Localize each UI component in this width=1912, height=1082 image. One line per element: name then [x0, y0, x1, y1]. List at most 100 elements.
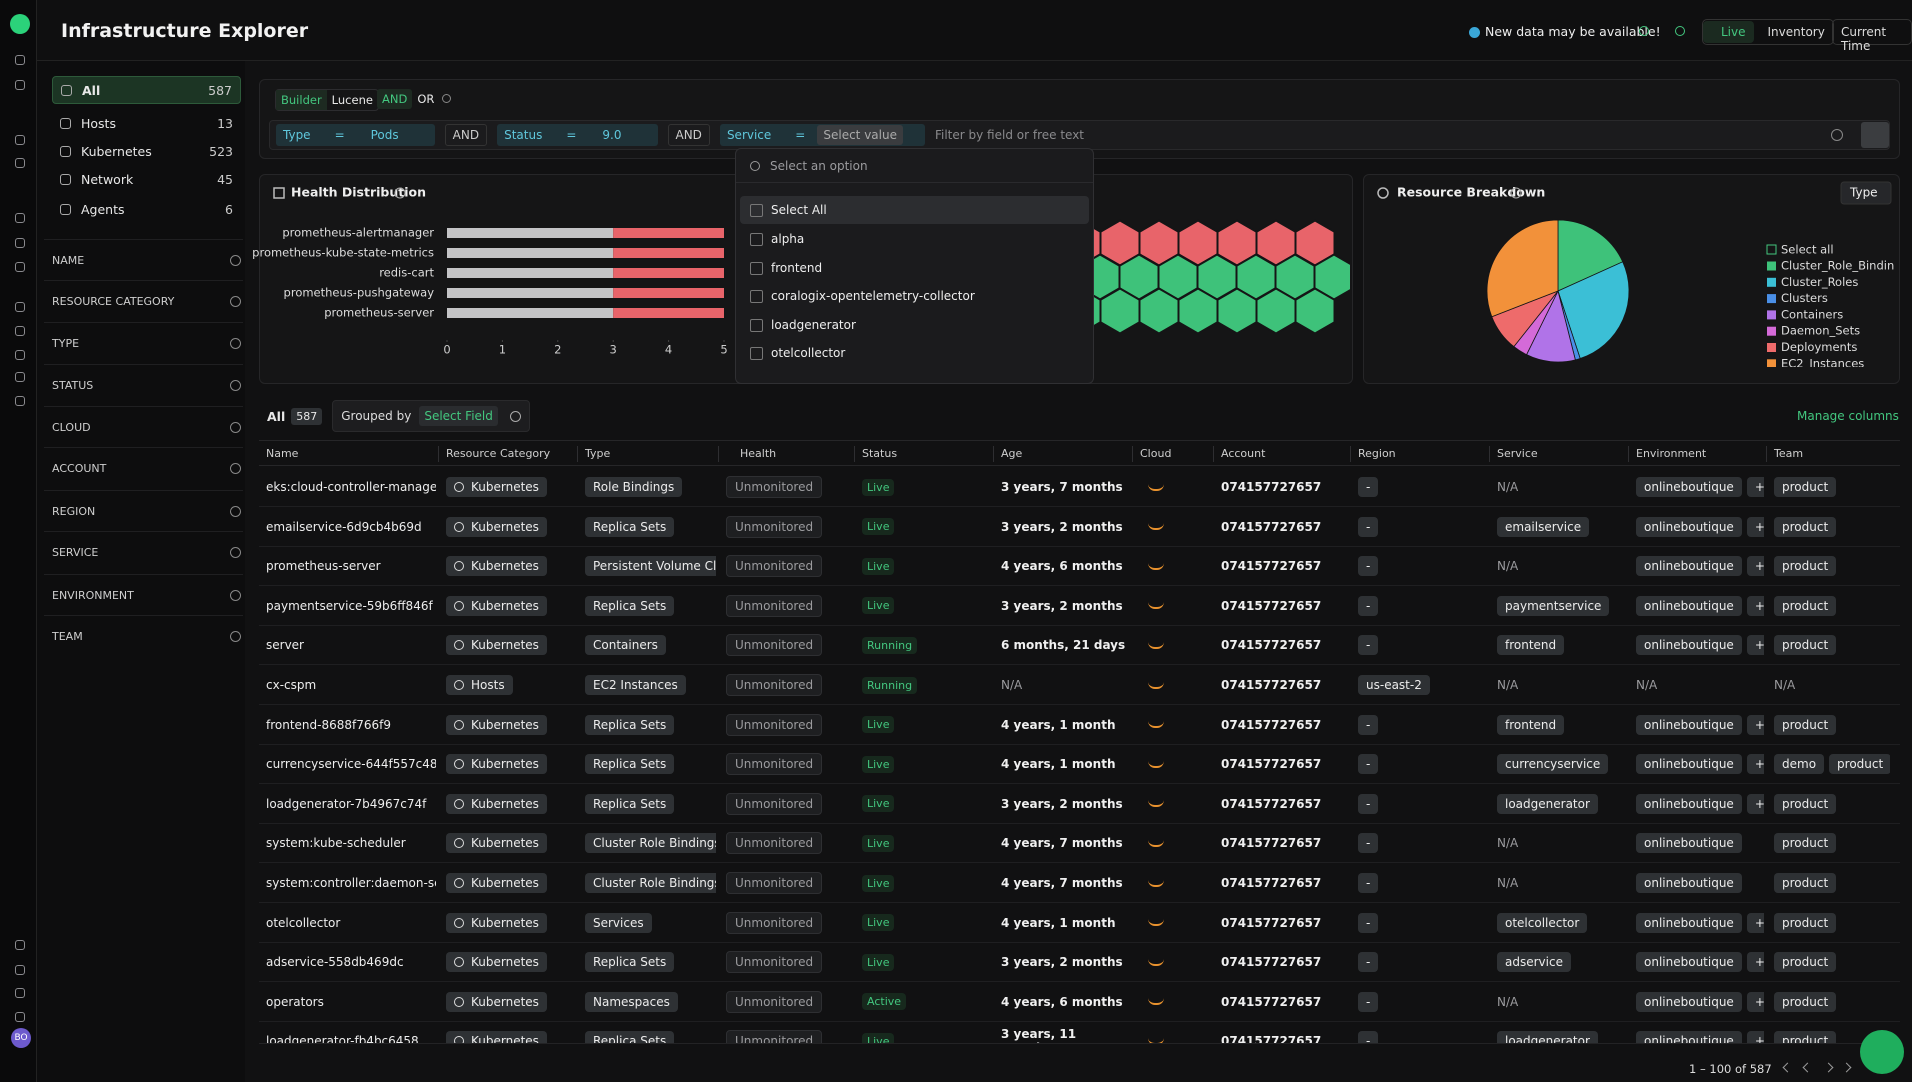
- rail-icon[interactable]: [15, 350, 25, 360]
- filter-input[interactable]: Filter by field or free text: [934, 128, 1085, 142]
- column-header[interactable]: Cloud: [1140, 447, 1172, 460]
- rail-icon[interactable]: [15, 238, 25, 248]
- pagination-button[interactable]: [1823, 1062, 1834, 1073]
- sync-icon[interactable]: [1675, 26, 1685, 36]
- filter-section[interactable]: REGION: [52, 501, 241, 521]
- table-row[interactable]: adservice-558db469dc Kubernetes Replica Se…: [259, 942, 1900, 983]
- select-field[interactable]: Select Field: [419, 406, 498, 426]
- dropdown-option[interactable]: frontend: [740, 254, 1089, 282]
- column-header[interactable]: Account: [1221, 447, 1266, 460]
- column-header[interactable]: Region: [1358, 447, 1396, 460]
- chip-value[interactable]: 9.0: [602, 128, 622, 142]
- table-row[interactable]: eks:cloud-controller-manager:apise Kubern…: [259, 467, 1900, 507]
- chip-value[interactable]: Select value: [817, 125, 903, 145]
- dropdown-option[interactable]: alpha: [740, 225, 1089, 253]
- table-row[interactable]: loadgenerator-fb4bc6458 Kubernetes Replica…: [259, 1021, 1900, 1043]
- table-row[interactable]: operators Kubernetes Namespaces Unmonitored…: [259, 982, 1900, 1022]
- nav-item[interactable]: Kubernetes 523: [52, 137, 241, 165]
- avatar[interactable]: BO: [11, 1028, 31, 1048]
- table-row[interactable]: paymentservice-59b6ff846f Kubernetes Repli…: [259, 586, 1900, 626]
- rail-icon[interactable]: [15, 372, 25, 382]
- column-header[interactable]: Resource Category: [446, 447, 551, 460]
- table-cell: [1140, 942, 1211, 982]
- search-placeholder[interactable]: Select an option: [770, 158, 868, 173]
- rail-icon[interactable]: [15, 988, 25, 998]
- rail-icon[interactable]: [15, 396, 25, 406]
- nav-item[interactable]: Agents 6: [52, 195, 241, 223]
- rail-icon[interactable]: [15, 965, 25, 975]
- table-row[interactable]: server Kubernetes Containers Unmonitored Run…: [259, 625, 1900, 666]
- rail-icon[interactable]: [15, 213, 25, 223]
- filter-section[interactable]: TEAM: [52, 626, 241, 646]
- table-cell: loadgenerator-7b4967c74f: [266, 784, 436, 824]
- operator-option[interactable]: AND: [377, 89, 413, 109]
- pagination-button[interactable]: [1802, 1062, 1813, 1073]
- service-value: N/A: [1497, 876, 1519, 890]
- table-row[interactable]: prometheus-server Kubernetes Persistent Vo…: [259, 546, 1900, 587]
- nav-label: Network: [81, 171, 134, 187]
- chat-button[interactable]: [1860, 1030, 1904, 1074]
- table-row[interactable]: emailservice-6d9cb4b69d Kubernetes Replica…: [259, 507, 1900, 547]
- column-header[interactable]: Status: [862, 447, 898, 460]
- filter-section[interactable]: RESOURCE CATEGORY: [52, 291, 241, 311]
- rail-icon[interactable]: [15, 940, 25, 950]
- reset-icon[interactable]: [509, 410, 521, 422]
- column-header[interactable]: Health: [740, 447, 777, 460]
- live-button[interactable]: Live: [1703, 21, 1754, 43]
- operator-option[interactable]: OR: [417, 92, 435, 106]
- pagination-button[interactable]: [1782, 1062, 1793, 1073]
- rail-icon[interactable]: [15, 135, 25, 145]
- nav-item[interactable]: Hosts 13: [52, 109, 241, 137]
- service-value: paymentservice: [1497, 595, 1610, 616]
- column-header[interactable]: Type: [585, 447, 611, 460]
- column-header[interactable]: Environment: [1636, 447, 1707, 460]
- table-row[interactable]: system:controller:daemon-set-contr Kubern…: [259, 863, 1900, 903]
- column-header[interactable]: Team: [1774, 447, 1804, 460]
- manage-columns[interactable]: Manage columns: [1797, 409, 1899, 423]
- nav-item[interactable]: Network 45: [52, 165, 241, 193]
- rail-icon[interactable]: [15, 302, 25, 312]
- filter-section[interactable]: ENVIRONMENT: [52, 585, 241, 605]
- table-row[interactable]: currencyservice-644f557c48 Kubernetes Repl…: [259, 744, 1900, 785]
- nav-item[interactable]: All 587: [52, 76, 241, 104]
- service-value: N/A: [1497, 559, 1519, 574]
- mode-option[interactable]: Builder: [276, 90, 327, 110]
- column-header[interactable]: Service: [1497, 447, 1538, 460]
- filter-section[interactable]: ACCOUNT: [52, 458, 241, 478]
- team-value: N/A: [1774, 678, 1796, 692]
- column-header[interactable]: Name: [266, 447, 299, 460]
- rail-icon[interactable]: [15, 262, 25, 272]
- filter-section[interactable]: CLOUD: [52, 417, 241, 437]
- column-header[interactable]: Age: [1001, 447, 1023, 460]
- table-row[interactable]: system:kube-scheduler Kubernetes Cluster R…: [259, 823, 1900, 864]
- table-row[interactable]: cx-cspm Hosts EC2 Instances Unmonitored Runn…: [259, 665, 1900, 705]
- filter-section[interactable]: STATUS: [52, 375, 241, 395]
- filter-section[interactable]: SERVICE: [52, 542, 241, 562]
- rail-icon[interactable]: [15, 80, 25, 90]
- filter-section[interactable]: TYPE: [52, 333, 241, 353]
- rail-icon[interactable]: [15, 1012, 25, 1022]
- table-cell: Unmonitored: [726, 586, 852, 626]
- dropdown-option[interactable]: Select All: [740, 196, 1089, 224]
- table-row[interactable]: loadgenerator-7b4967c74f Kubernetes Replic…: [259, 784, 1900, 824]
- clear-icon[interactable]: [1831, 129, 1843, 141]
- dropdown-option[interactable]: otelcollector: [740, 339, 1089, 367]
- rail-icon[interactable]: [15, 326, 25, 336]
- chip-value[interactable]: Pods: [370, 128, 399, 142]
- filter-section[interactable]: NAME: [52, 250, 241, 270]
- table-row[interactable]: frontend-8688f766f9 Kubernetes Replica Set…: [259, 705, 1900, 745]
- pagination-button[interactable]: [1841, 1062, 1852, 1073]
- table-row[interactable]: otelcollector Kubernetes Services Unmonitor…: [259, 903, 1900, 943]
- rail-icon[interactable]: [15, 55, 25, 65]
- refresh-icon[interactable]: [1639, 26, 1649, 36]
- table-cell: Unmonitored: [726, 863, 852, 903]
- submit-button[interactable]: [1861, 122, 1889, 148]
- filter-label: STATUS: [52, 378, 94, 392]
- team-value: product: [1774, 833, 1837, 854]
- dropdown-option[interactable]: coralogix-opentelemetry-collector: [740, 282, 1089, 310]
- mode-option[interactable]: Lucene: [331, 93, 373, 107]
- inventory-button[interactable]: Inventory: [1767, 25, 1825, 39]
- rail-icon[interactable]: [15, 158, 25, 168]
- table-cell: Live: [862, 586, 991, 626]
- dropdown-option[interactable]: loadgenerator: [740, 311, 1089, 339]
